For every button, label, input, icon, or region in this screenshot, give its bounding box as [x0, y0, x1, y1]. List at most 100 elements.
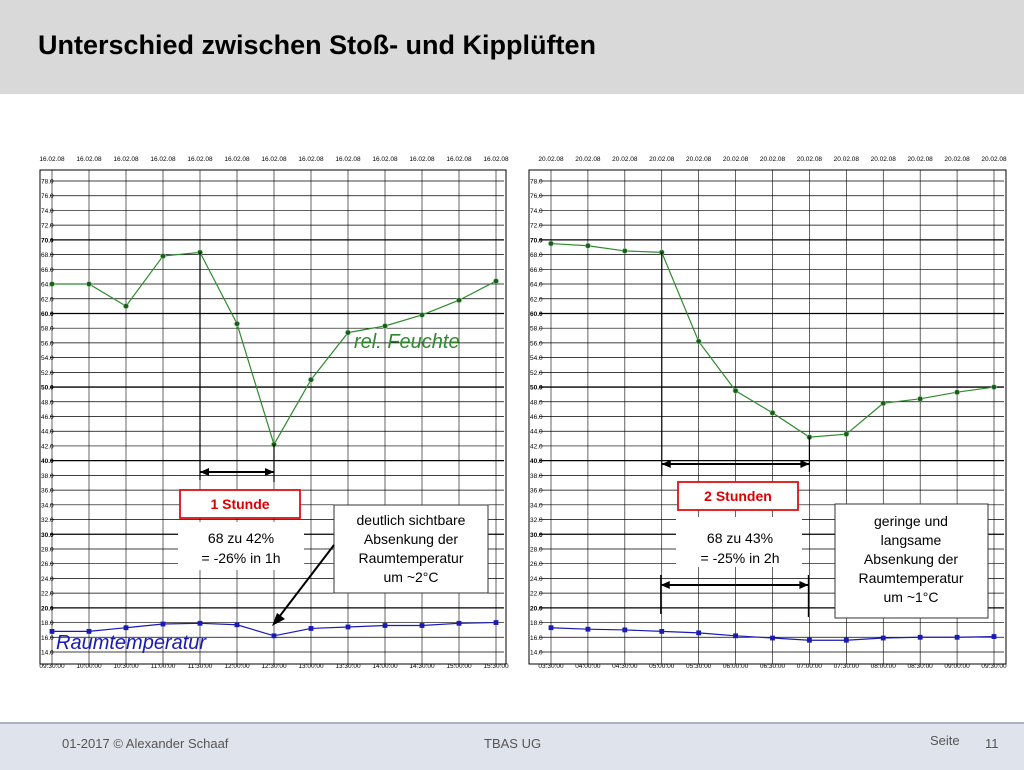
data-point-temperature [770, 635, 775, 641]
y-tick-label: 72.0 [41, 223, 54, 230]
y-tick-label: 30.0 [530, 532, 543, 539]
x-date-label: 20.02.08 [575, 156, 601, 163]
x-time-label: 10:00:00 [76, 663, 102, 670]
data-point-temperature [49, 628, 55, 634]
data-point-humidity [585, 242, 591, 249]
y-tick-label: 34.0 [530, 502, 543, 509]
data-point-humidity [456, 297, 462, 304]
data-point-humidity [123, 303, 129, 310]
note-line: langsame [881, 532, 942, 548]
data-point-humidity [880, 400, 887, 407]
slide-title: Unterschied zwischen Stoß- und Kipplüfte… [38, 30, 597, 60]
x-time-label: 07:00:00 [797, 663, 823, 670]
x-date-label: 16.02.08 [39, 156, 65, 163]
series-label-humidity: rel. Feuchte [354, 331, 460, 353]
x-date-label: 16.02.08 [224, 156, 250, 163]
lower-duration-arrow-head-right [799, 581, 809, 589]
x-time-label: 09:00:00 [944, 663, 970, 670]
y-tick-label: 46.0 [530, 414, 543, 421]
data-point-temperature [548, 625, 554, 631]
data-point-temperature [991, 634, 997, 639]
data-point-humidity [382, 323, 388, 329]
y-tick-label: 44.0 [41, 429, 54, 436]
data-point-temperature [807, 637, 812, 643]
y-tick-label: 22.0 [530, 591, 543, 598]
change-line-2: = -26% in 1h [202, 550, 281, 566]
x-date-label: 16.02.08 [446, 156, 472, 163]
change-line-1: 68 zu 42% [208, 530, 274, 546]
y-tick-label: 48.0 [41, 399, 54, 406]
data-point-temperature [123, 625, 129, 631]
y-tick-label: 22.0 [41, 591, 54, 598]
data-point-temperature [585, 626, 591, 632]
y-tick-label: 38.0 [41, 473, 54, 480]
y-tick-label: 14.0 [530, 650, 543, 657]
x-date-label: 16.02.08 [261, 156, 287, 163]
note-line: um ~1°C [883, 589, 938, 605]
data-point-temperature [419, 623, 425, 628]
data-point-humidity [160, 253, 166, 259]
x-time-label: 11:00:00 [151, 663, 176, 670]
duration-label: 2 Stunden [704, 488, 772, 504]
data-point-humidity [732, 387, 739, 394]
y-tick-label: 72.0 [530, 223, 543, 230]
data-point-humidity [234, 320, 240, 327]
data-point-temperature [917, 634, 923, 640]
data-point-temperature [86, 628, 92, 634]
y-tick-label: 54.0 [530, 355, 543, 362]
x-time-label: 05:00:00 [649, 663, 675, 670]
data-point-temperature [954, 634, 960, 640]
x-time-label: 04:30:00 [612, 663, 638, 670]
x-time-label: 14:30:00 [409, 663, 435, 670]
x-date-label: 16.02.08 [409, 156, 435, 163]
data-point-humidity [954, 389, 960, 396]
data-point-humidity [769, 409, 776, 416]
note-line: geringe und [874, 513, 948, 529]
note-line: Raumtemperatur [358, 550, 463, 566]
x-date-label: 20.02.08 [649, 156, 675, 163]
y-tick-label: 14.0 [41, 650, 54, 657]
data-point-temperature [493, 620, 499, 625]
data-point-humidity [695, 338, 702, 345]
x-time-label: 09:30:00 [39, 663, 65, 670]
x-date-label: 20.02.08 [834, 156, 860, 163]
y-tick-label: 46.0 [41, 414, 54, 421]
footer-author: 01-2017 © Alexander Schaaf [62, 736, 229, 751]
y-tick-label: 64.0 [530, 282, 543, 289]
change-line-1: 68 zu 43% [707, 530, 773, 546]
y-tick-label: 20.0 [530, 605, 543, 612]
x-date-label: 16.02.08 [335, 156, 361, 163]
x-date-label: 16.02.08 [372, 156, 398, 163]
header-band [0, 0, 1024, 94]
duration-box [179, 489, 301, 519]
data-point-humidity [345, 329, 351, 336]
x-date-label: 20.02.08 [723, 156, 749, 163]
note-box [333, 504, 489, 594]
y-tick-label: 32.0 [41, 517, 54, 524]
x-time-label: 15:30:00 [483, 663, 509, 670]
change-line-2: = -25% in 2h [701, 550, 780, 566]
y-tick-label: 60.0 [530, 311, 543, 318]
y-tick-label: 58.0 [530, 326, 543, 333]
data-point-temperature [880, 635, 886, 641]
note-line: Absenkung der [364, 531, 459, 547]
data-point-temperature [456, 620, 462, 626]
y-tick-label: 48.0 [530, 399, 543, 406]
x-date-label: 20.02.08 [908, 156, 934, 163]
x-time-label: 12:30:00 [261, 663, 287, 670]
x-time-label: 12:00:00 [224, 663, 250, 670]
data-point-humidity [86, 281, 92, 287]
y-tick-label: 26.0 [41, 561, 54, 568]
x-time-label: 14:00:00 [372, 663, 398, 670]
data-point-temperature [345, 624, 351, 630]
data-point-temperature [659, 628, 665, 634]
y-tick-label: 76.0 [530, 193, 543, 200]
y-tick-label: 68.0 [530, 252, 543, 259]
y-tick-label: 56.0 [530, 340, 543, 347]
x-date-label: 20.02.08 [944, 156, 970, 163]
change-box [676, 517, 802, 567]
data-point-humidity [493, 278, 499, 284]
note-line: deutlich sichtbare [357, 512, 466, 528]
y-tick-label: 36.0 [41, 488, 54, 495]
x-time-label: 04:00:00 [575, 663, 601, 670]
